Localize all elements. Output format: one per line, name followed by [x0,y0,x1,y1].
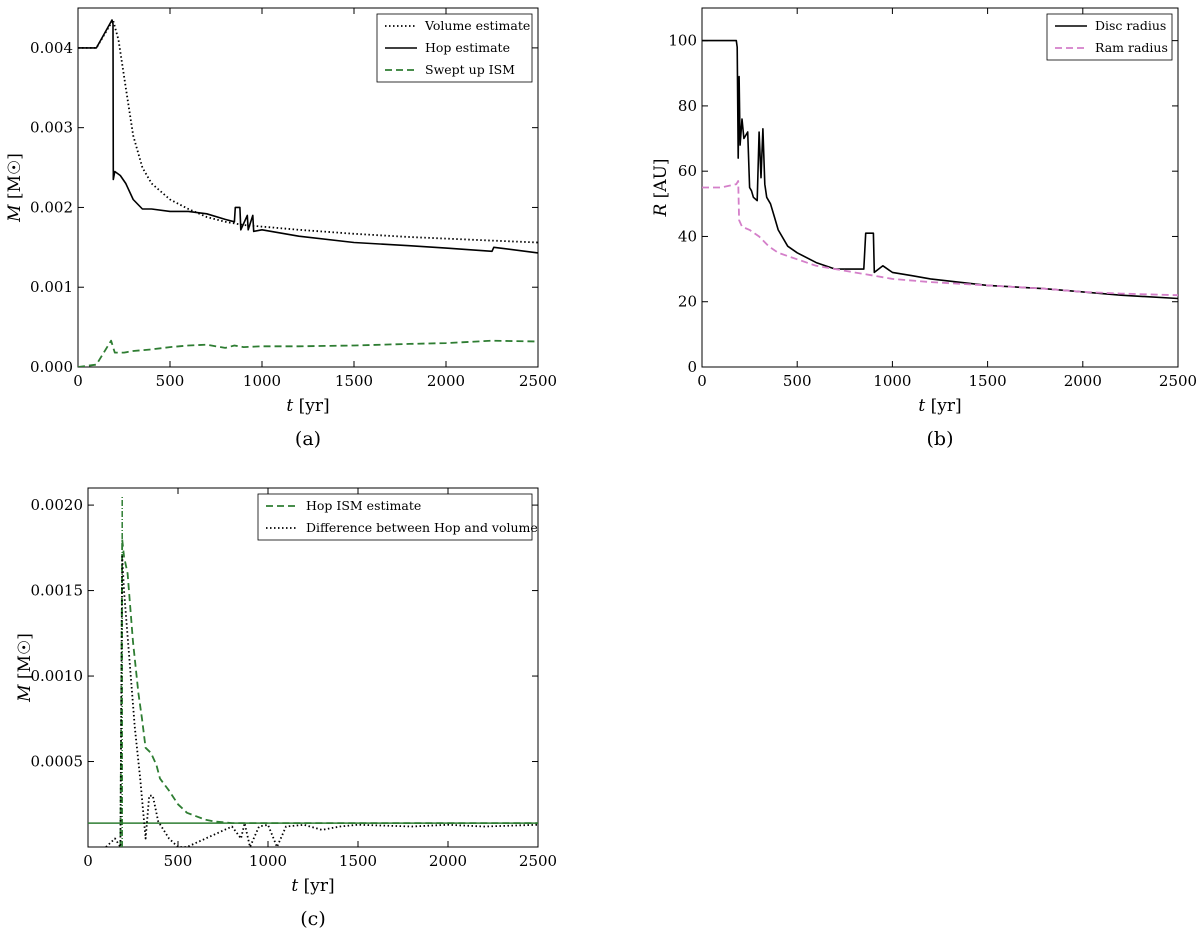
panel-label: (c) [300,908,325,930]
plot-area [78,19,538,367]
chart-panel-c: 0 500 1000 1500 2000 2500 0.0005 0.0010 0.0015 0.… [15,487,557,930]
x-tick-label: 2500 [1159,372,1197,390]
x-tick-label: 1500 [335,372,373,390]
y-tick-label: 0.004 [30,39,73,57]
x-tick-label: 500 [164,852,193,870]
x-tick-label: 2000 [427,372,465,390]
series-line-swept-up-ism [78,339,538,367]
y-axis-label: M [M☉] [5,153,25,223]
x-axis-unit: [yr] [304,876,335,896]
x-tick-label: 1000 [249,852,287,870]
y-tick-label: 0.0015 [31,582,84,600]
y-tick-label: 0.0005 [31,753,84,771]
y-axis-label: M [M☉] [15,633,35,703]
panel-label: (b) [927,428,954,450]
x-tick-label: 500 [156,372,185,390]
plot-area [88,496,538,847]
x-axis-label: t [yr] [291,876,334,896]
y-tick-label: 0.0020 [31,496,84,514]
y-tick-label: 100 [668,32,697,50]
y-axis-label: R [AU] [651,158,671,217]
legend: Volume estimate Hop estimate Swept up ISM [376,13,533,83]
x-tick-label: 1500 [339,852,377,870]
x-tick-label: 0 [697,372,707,390]
x-tick-label: 1000 [243,372,281,390]
plot-area [702,39,1178,300]
legend-entry: Hop estimate [425,40,510,55]
chart-panel-b: 0 500 1000 1500 2000 2500 0 20 40 60 80 100 t [yr] R … [651,7,1197,450]
y-axis-unit: [AU] [651,158,671,198]
series-line-ram-radius [702,180,1178,297]
x-tick-label: 2500 [519,372,557,390]
legend-entry: Ram radius [1095,40,1168,55]
x-tick-label: 1000 [873,372,911,390]
panel-label: (a) [295,428,321,450]
x-tick-label: 2000 [429,852,467,870]
series-line-disc-radius [702,39,1178,300]
x-axis-unit: [yr] [299,396,330,416]
y-tick-label: 0.001 [30,278,73,296]
x-tick-label: 500 [783,372,812,390]
series-line-difference-between-hop-and-volume [105,555,538,847]
y-tick-label: 0.000 [30,358,73,376]
y-tick-label: 60 [678,162,697,180]
legend: Hop ISM estimate Difference between Hop a… [257,493,538,541]
x-tick-label: 1500 [969,372,1007,390]
legend-entry: Volume estimate [424,18,530,33]
chart-panel-a: 0 500 1000 1500 2000 2500 0.000 0.001 0.002 0.003… [5,7,557,450]
y-tick-label: 0.002 [30,198,73,216]
y-tick-label: 40 [678,227,697,245]
x-axis-label: t [yr] [918,396,961,416]
legend-entry: Swept up ISM [425,62,515,77]
x-axis-label: t [yr] [286,396,329,416]
series-line-hop-ism-estimate [119,538,538,847]
legend: Disc radius Ram radius [1046,13,1173,61]
y-axis-unit: [M☉] [15,633,35,679]
legend-entry: Hop ISM estimate [306,498,421,513]
y-tick-label: 80 [678,97,697,115]
legend-entry: Disc radius [1095,18,1166,33]
legend-entry: Difference between Hop and volume [306,520,538,535]
legend-box [257,493,533,541]
y-tick-label: 0.003 [30,119,73,137]
legend-box [1046,13,1173,61]
series-line-hop-estimate [78,19,538,254]
y-tick-label: 0.0010 [31,667,84,685]
y-tick-label: 0 [687,358,697,376]
axes-frame [77,7,539,368]
x-tick-label: 0 [83,852,93,870]
x-tick-label: 2500 [519,852,557,870]
x-tick-label: 0 [73,372,83,390]
x-axis-unit: [yr] [931,396,962,416]
axes-frame [87,487,539,848]
x-tick-label: 2000 [1064,372,1102,390]
y-tick-label: 20 [678,293,697,311]
axes-frame [701,7,1179,368]
y-axis-unit: [M☉] [5,153,25,199]
